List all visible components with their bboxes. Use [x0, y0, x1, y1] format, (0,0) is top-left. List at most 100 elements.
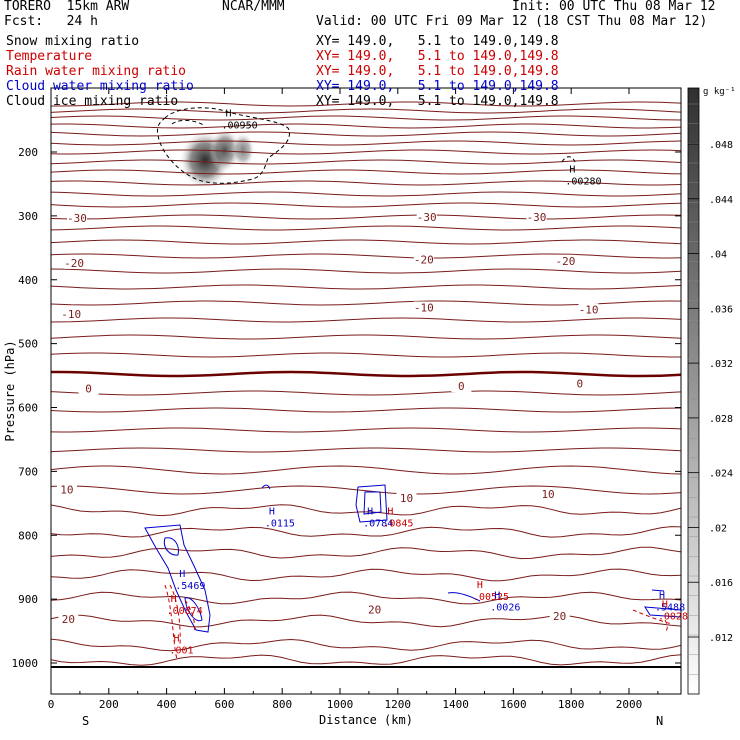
maximum-labels: H.00950H.00280H.0115H.0784H.0845H.5469H.… — [167, 108, 700, 656]
isotherm — [51, 214, 681, 220]
isotherm-label: -20 — [555, 255, 575, 268]
isotherm-label-bg — [526, 210, 547, 223]
isotherm — [51, 654, 681, 666]
isotherm — [51, 546, 681, 560]
x-axis-label: Distance (km) — [319, 713, 413, 727]
max-value: .0784 — [363, 518, 393, 529]
max-value: .5488 — [655, 603, 685, 614]
max-value: .00525 — [473, 592, 509, 603]
isotherm-label: -10 — [579, 303, 599, 316]
isotherm-label: 20 — [553, 610, 566, 623]
init-time: Init: 00 UTC Thu 08 Mar 12 — [512, 0, 716, 14]
isotherm — [51, 352, 681, 358]
max-marker: H — [226, 108, 232, 119]
isotherm — [51, 614, 681, 628]
forecast-hour: Fcst: 24 h — [4, 14, 98, 29]
max-value: .5469 — [175, 581, 205, 592]
cloud-water-contours — [144, 484, 681, 633]
isotherm — [51, 169, 681, 175]
max-value: .002874 — [658, 612, 700, 623]
isotherm-label: -20 — [64, 257, 84, 270]
isotherm — [51, 149, 681, 155]
isotherm-label-bg — [538, 488, 559, 501]
y-tick-label: 200 — [18, 146, 38, 159]
isotherm — [51, 526, 681, 538]
isotherm-label: 20 — [62, 613, 75, 626]
isotherm — [51, 140, 681, 146]
isotherm — [51, 239, 681, 245]
model-label: TORERO 15km ARW — [4, 0, 130, 14]
isotherm-label: 0 — [458, 380, 465, 393]
isotherm — [51, 447, 681, 453]
center-label: NCAR/MMM — [222, 0, 285, 14]
isotherm — [51, 300, 681, 306]
isotherm-labels: -30 -30 -30 -20 -20 -20 -10 -10 -10 0 0 0 10 10 10 20 20… — [56, 210, 599, 626]
cloud-ice-contours — [157, 107, 576, 184]
field-name: Cloud water mixing ratio — [6, 79, 194, 94]
x-tick-label: 1000 — [327, 698, 354, 711]
isotherm — [51, 407, 681, 413]
isotherm-label: 0 — [577, 378, 584, 391]
isotherm-label: 10 — [400, 492, 413, 505]
colorbar-unit: g kg⁻¹ — [703, 87, 736, 97]
colorbar-tick-label: .012 — [709, 633, 733, 644]
isotherm — [51, 427, 681, 433]
isotherm — [51, 131, 681, 137]
isotherm-label-bg — [413, 301, 434, 314]
isotherm — [51, 180, 681, 186]
field-name: Temperature — [6, 49, 93, 64]
y-tick-label: 400 — [18, 274, 38, 287]
isotherm — [51, 191, 681, 197]
field-xy: XY= 149.0, 5.1 to 149.0,149.8 — [316, 79, 559, 94]
max-marker: H — [171, 594, 177, 605]
isotherm — [51, 638, 681, 652]
isotherm-label-bg — [578, 303, 599, 316]
isotherm-label: -30 — [527, 211, 547, 224]
max-marker: H — [659, 591, 665, 602]
isotherm — [51, 317, 681, 323]
colorbar-tick-label: .032 — [709, 359, 733, 370]
y-tick-label: 800 — [18, 529, 38, 542]
field-xy: XY= 149.0, 5.1 to 149.0,149.8 — [316, 94, 559, 109]
colorbar-tick-label: .044 — [709, 195, 733, 206]
y-axis-label: Pressure (hPa) — [3, 340, 17, 441]
x-tick-label: 1200 — [385, 698, 412, 711]
x-tick-label: 400 — [157, 698, 177, 711]
max-marker: H — [494, 591, 500, 602]
max-marker: H — [477, 580, 483, 591]
colorbar-tick-label: .024 — [709, 469, 733, 480]
max-marker: H — [569, 165, 575, 176]
isotherm — [51, 202, 681, 208]
max-value: .0026 — [490, 603, 520, 614]
isotherm — [51, 108, 681, 114]
isotherm — [51, 101, 681, 107]
max-value: .0115 — [265, 518, 295, 529]
field-name: Cloud ice mixing ratio — [6, 94, 179, 109]
isotherm — [51, 115, 681, 121]
isotherm-label-bg — [396, 491, 417, 504]
x-tick-label: 2000 — [616, 698, 643, 711]
x-tick-label: 600 — [214, 698, 234, 711]
max-marker: H — [269, 506, 275, 517]
isotherm — [51, 159, 681, 165]
isotherm — [51, 284, 681, 290]
isotherm-label: -10 — [61, 308, 81, 321]
isotherm-label: 10 — [541, 488, 554, 501]
x-tick-label: 1600 — [500, 698, 527, 711]
colorbar-tick-label: .028 — [709, 414, 733, 425]
max-value: .00280 — [565, 177, 601, 188]
field-name: Snow mixing ratio — [6, 34, 140, 49]
isotherm-label: -20 — [414, 254, 434, 267]
max-marker: H — [387, 506, 393, 517]
y-tick-label: 1000 — [12, 657, 39, 670]
x-tick-label: 1400 — [442, 698, 469, 711]
y-tick-label: 900 — [18, 593, 38, 606]
colorbar-tick-label: .048 — [709, 140, 733, 151]
isotherm-label-bg — [61, 307, 82, 320]
isotherm-label-bg — [569, 377, 590, 390]
isotherm-label-bg — [78, 382, 99, 395]
y-tick-label: 300 — [18, 210, 38, 223]
isotherm — [51, 465, 681, 475]
y-tick-label: 600 — [18, 402, 38, 415]
isotherm-label: -30 — [67, 212, 87, 225]
